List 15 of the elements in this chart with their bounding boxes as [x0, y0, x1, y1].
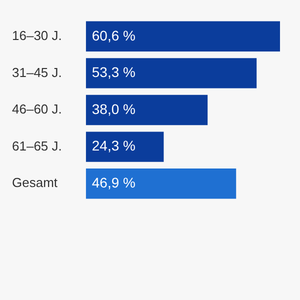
- data-label: 60,6 %: [92, 27, 136, 44]
- bar: [86, 21, 280, 52]
- data-label: 38,0 %: [92, 100, 136, 117]
- y-tick-label: 46–60 J.: [12, 102, 62, 117]
- data-label: 53,3 %: [92, 64, 136, 80]
- bar: [86, 58, 257, 88]
- y-tick-label: 16–30 J.: [12, 28, 62, 43]
- y-tick-label: 61–65 J.: [12, 138, 62, 154]
- y-tick-label: 31–45 J.: [12, 64, 62, 80]
- bar: [86, 94, 208, 126]
- data-label: 46,9 %: [92, 174, 136, 190]
- bar: [86, 132, 164, 162]
- y-tick-label: Gesamt: [12, 175, 58, 190]
- data-label: 24,3 %: [92, 138, 136, 154]
- bar: [86, 168, 236, 199]
